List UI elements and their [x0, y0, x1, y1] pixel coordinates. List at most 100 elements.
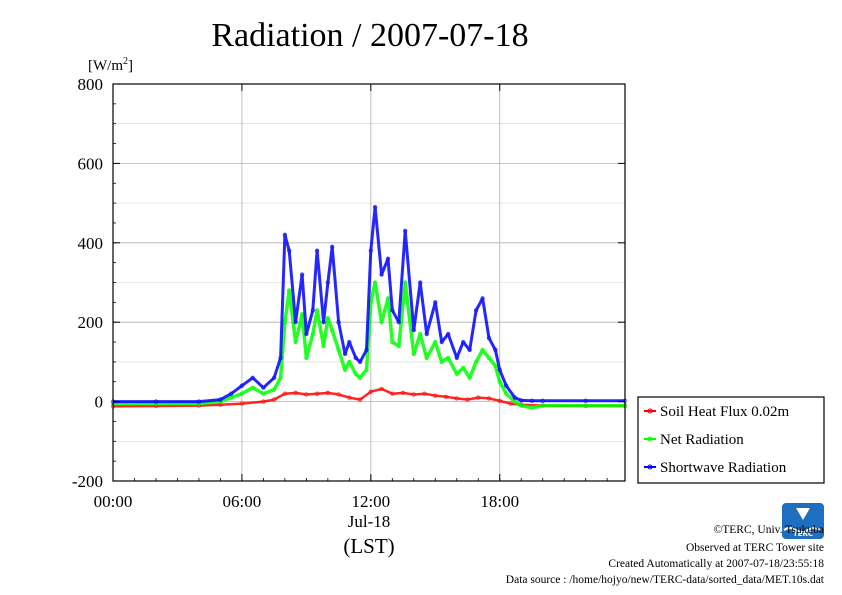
series-point [583, 403, 588, 408]
series-point [250, 385, 255, 390]
series-line [113, 205, 625, 404]
series-point [228, 391, 234, 396]
legend-box [637, 396, 825, 484]
terc-logo: TERC [782, 503, 824, 539]
series-point [353, 355, 358, 361]
series-point [310, 308, 316, 313]
series-point [443, 394, 449, 400]
series-point [467, 375, 472, 380]
series-point [486, 355, 492, 361]
logo-text: TERC [793, 530, 813, 538]
series-point [476, 395, 481, 400]
series-point [396, 343, 401, 349]
legend-marker [647, 436, 653, 442]
series-point [418, 331, 423, 337]
series-point [439, 339, 444, 345]
data-series [110, 204, 628, 410]
y-tick-label: 400 [78, 234, 104, 253]
series-point [467, 347, 472, 353]
x-tick-label: 18:00 [480, 492, 519, 511]
series-point [261, 385, 266, 390]
axes: -200 0 200 400 600 800 00:00 06:00 12:00 18:00 [72, 75, 625, 511]
y-axis-unit-base: [W/m [88, 58, 123, 74]
series-point [357, 359, 363, 365]
series-point [411, 392, 416, 397]
series-point [390, 308, 395, 313]
series-point [503, 391, 509, 396]
series-point [411, 327, 416, 333]
series-point [218, 397, 223, 402]
x-date-label: Jul-18 [348, 512, 391, 531]
series-point [325, 280, 331, 285]
series-point [379, 272, 384, 277]
y-tick-label: -200 [72, 472, 103, 491]
series-point [529, 398, 535, 404]
series-point [480, 347, 485, 353]
series-point [271, 375, 277, 380]
y-axis-unit-superscript: 2 [123, 56, 128, 67]
series-point [400, 390, 406, 396]
x-tick-label: 06:00 [223, 492, 262, 511]
series-point [271, 387, 277, 392]
series-point [473, 359, 479, 365]
series-point [342, 351, 348, 357]
series-point [239, 383, 245, 388]
series-point [368, 389, 374, 394]
series-point [493, 363, 498, 369]
logo-tree-icon [796, 508, 810, 520]
series-point [239, 401, 245, 406]
series-point [336, 347, 341, 353]
y-tick-label: 0 [95, 393, 104, 412]
logo-wave-icon [783, 527, 821, 533]
legend-marker [647, 408, 653, 414]
logo-badge [782, 503, 824, 539]
footer-source: Data source : /home/hojyo/new/TERC-data/… [506, 574, 825, 586]
y-axis-unit: [W/m2] [88, 56, 133, 74]
series-point [286, 248, 292, 253]
series-point [379, 386, 384, 392]
series-point [250, 375, 255, 380]
series-point [454, 355, 459, 361]
series-point [508, 401, 513, 406]
series-point [418, 280, 423, 285]
legend-label: Shortwave Radiation [660, 460, 787, 476]
series-point [353, 371, 358, 377]
series-point [424, 331, 429, 337]
series-point [299, 272, 305, 277]
footer-observed: Observed at TERC Tower site [686, 542, 824, 554]
series-point [293, 339, 298, 345]
series-point [396, 320, 401, 325]
series-point [497, 398, 502, 404]
series-point [433, 300, 438, 305]
series-point [347, 339, 352, 345]
series-point [461, 365, 466, 371]
series-point [304, 392, 309, 397]
series-point [583, 398, 588, 404]
footer-copyright: ©TERC, Univ. Tsukuba [714, 524, 824, 536]
series-point [321, 343, 326, 349]
series-point [433, 393, 438, 398]
series-point [372, 280, 378, 285]
series-point [336, 320, 341, 325]
legend-marker [647, 464, 653, 470]
series-point [486, 396, 492, 401]
series-point [282, 232, 288, 238]
series-point [529, 405, 535, 410]
series-point [304, 331, 309, 337]
series-point [390, 339, 395, 345]
series-point [278, 375, 283, 380]
series-point [454, 371, 459, 377]
series-point [519, 403, 524, 408]
series-point [503, 383, 509, 388]
series-point [473, 308, 479, 313]
series-point [461, 339, 466, 345]
series-point [325, 316, 331, 321]
series-point [433, 339, 438, 345]
series-point [153, 399, 159, 404]
series-point [342, 367, 348, 373]
series-point [310, 331, 316, 337]
series-point [347, 395, 352, 400]
legend: Soil Heat Flux 0.02m Net Radiation Shortwa… [637, 396, 825, 484]
y-axis-unit-close: ] [128, 58, 133, 74]
series-point [314, 308, 320, 313]
